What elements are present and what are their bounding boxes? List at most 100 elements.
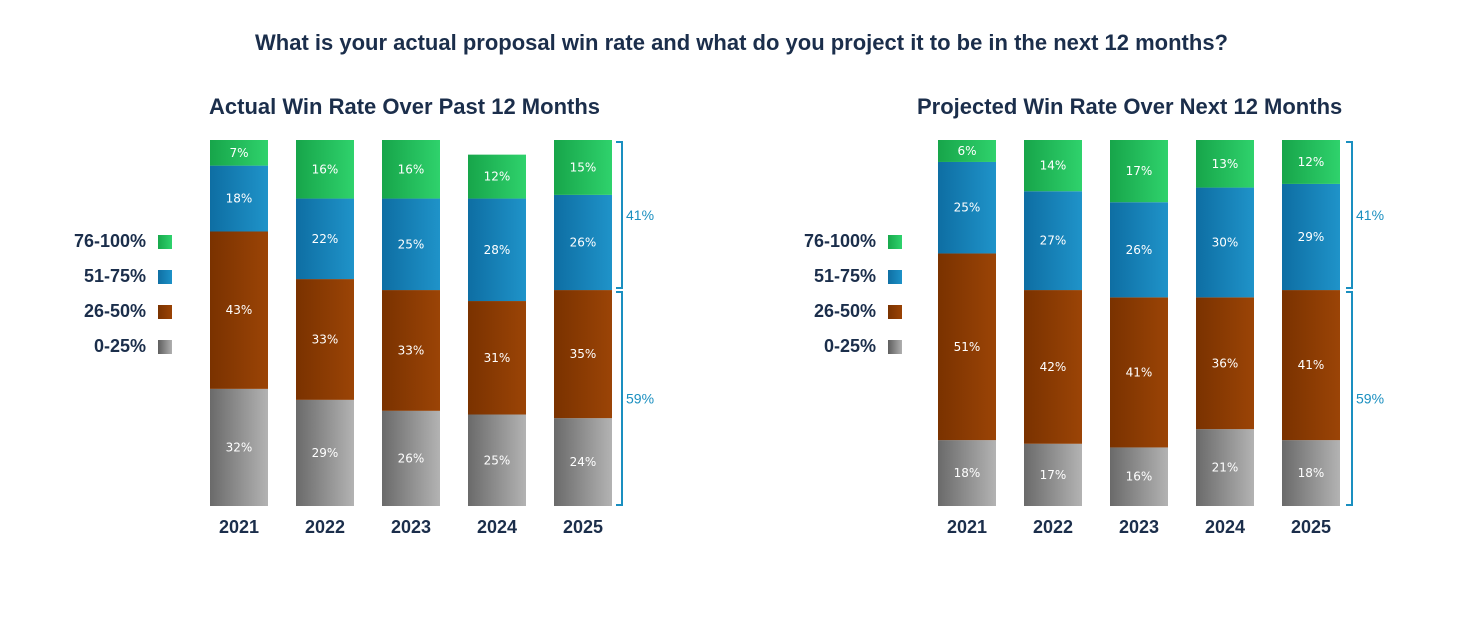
bar-segment-2023-51-75 <box>1110 202 1168 298</box>
x-tick-label: 2022 <box>1033 517 1073 537</box>
bar-segment-2021-0-25 <box>210 388 268 506</box>
bracket-bottom-group-label: 59% <box>1356 391 1384 407</box>
x-tick-label: 2024 <box>1205 517 1245 537</box>
data-label: 36% <box>1212 356 1239 370</box>
bar-segment-2022-0-25 <box>1024 443 1082 506</box>
bar-segment-2024-0-25 <box>1196 429 1254 506</box>
x-tick-label: 2022 <box>305 517 345 537</box>
bracket-bottom-group-label: 59% <box>626 391 654 407</box>
bracket-bottom-group <box>616 291 623 506</box>
bar-segment-2021-76-100 <box>210 140 268 166</box>
data-label: 21% <box>1212 461 1239 475</box>
legend-swatch <box>888 304 902 319</box>
data-label: 29% <box>1298 230 1325 244</box>
bar-segment-2021-0-25 <box>938 440 996 506</box>
data-label: 25% <box>954 201 981 215</box>
legend-item-51-75: 51-75% <box>770 259 902 294</box>
data-label: 17% <box>1126 164 1153 178</box>
data-label: 28% <box>484 243 511 257</box>
bar-segment-2021-76-100 <box>938 140 996 162</box>
bar-segment-2023-0-25 <box>382 410 440 506</box>
legend-label: 0-25% <box>823 336 876 356</box>
data-label: 41% <box>1126 365 1153 379</box>
legend-label: 0-25% <box>93 336 146 356</box>
bar-segment-2025-51-75 <box>554 194 612 291</box>
bar-segment-2021-51-75 <box>210 165 268 232</box>
data-label: 22% <box>312 232 339 246</box>
bracket-top-group <box>1346 141 1353 290</box>
bar-segment-2024-26-50 <box>468 301 526 415</box>
legend-swatch <box>158 339 172 354</box>
bar-segment-2024-51-75 <box>1196 187 1254 298</box>
legend-item-0-25: 0-25% <box>770 329 902 364</box>
data-label: 33% <box>398 343 425 357</box>
bar-segment-2025-26-50 <box>554 290 612 419</box>
bar-segment-2025-26-50 <box>1282 290 1340 441</box>
bar-segment-2022-76-100 <box>1024 140 1082 192</box>
data-label: 31% <box>484 351 511 365</box>
data-label: 17% <box>1040 468 1067 482</box>
legend-label: 26-50% <box>813 301 876 321</box>
data-label: 14% <box>1040 159 1067 173</box>
bar-segment-2025-76-100 <box>1282 140 1340 184</box>
bar-segment-2022-51-75 <box>1024 191 1082 291</box>
data-label: 12% <box>484 170 511 184</box>
bar-segment-2021-26-50 <box>210 231 268 389</box>
data-label: 26% <box>398 451 425 465</box>
legend-swatch <box>888 234 902 249</box>
bar-segment-2024-76-100 <box>1196 140 1254 188</box>
data-label: 32% <box>226 440 253 454</box>
data-label: 13% <box>1212 157 1239 171</box>
legend-label: 76-100% <box>803 231 876 251</box>
bar-segment-2023-76-100 <box>1110 140 1168 203</box>
bar-segment-2022-0-25 <box>296 399 354 506</box>
bar-segment-2021-51-75 <box>938 161 996 254</box>
bar-segment-2025-76-100 <box>554 140 612 195</box>
legend-label: 51-75% <box>83 266 146 286</box>
data-label: 42% <box>1040 360 1067 374</box>
x-tick-label: 2024 <box>477 517 517 537</box>
data-label: 16% <box>398 162 425 176</box>
bar-segment-2024-0-25 <box>468 414 526 506</box>
bracket-top-group <box>616 141 623 290</box>
x-tick-label: 2021 <box>219 517 259 537</box>
bar-segment-2021-26-50 <box>938 253 996 441</box>
data-label: 18% <box>1298 466 1325 480</box>
bar-segment-2023-26-50 <box>382 290 440 411</box>
legend-item-26-50: 26-50% <box>770 294 902 329</box>
bar-segment-2023-26-50 <box>1110 297 1168 448</box>
bar-segment-2024-76-100 <box>468 154 526 199</box>
data-label: 41% <box>1298 358 1325 372</box>
legend-item-51-75: 51-75% <box>40 259 172 294</box>
bar-segment-2022-26-50 <box>296 279 354 400</box>
data-label: 29% <box>312 446 339 460</box>
bracket-top-group-label: 41% <box>1356 207 1384 223</box>
legend-swatch <box>158 304 172 319</box>
data-label: 27% <box>1040 234 1067 248</box>
data-label: 6% <box>957 144 976 158</box>
legend-swatch <box>158 234 172 249</box>
chart-title-projected: Projected Win Rate Over Next 12 Months <box>917 94 1343 119</box>
data-label: 26% <box>570 235 597 249</box>
legend-item-76-100: 76-100% <box>770 224 902 259</box>
legend-item-76-100: 76-100% <box>40 224 172 259</box>
data-label: 16% <box>1126 470 1153 484</box>
x-tick-label: 2025 <box>563 517 603 537</box>
legend-swatch <box>888 339 902 354</box>
bar-segment-2024-51-75 <box>468 198 526 302</box>
chart-title-actual: Actual Win Rate Over Past 12 Months <box>209 94 601 119</box>
bracket-bottom-group <box>1346 291 1353 506</box>
x-tick-label: 2025 <box>1291 517 1331 537</box>
x-tick-label: 2023 <box>1119 517 1159 537</box>
page-title: What is your actual proposal win rate an… <box>255 30 1228 55</box>
bar-segment-2022-26-50 <box>1024 290 1082 444</box>
bar-segment-2022-76-100 <box>296 140 354 199</box>
data-label: 30% <box>1212 235 1239 249</box>
legend-actual: 76-100% 51-75% 26-50% 0-25% <box>40 224 172 364</box>
data-label: 26% <box>1126 243 1153 257</box>
bar-segment-2022-51-75 <box>296 198 354 280</box>
legend-label: 51-75% <box>813 266 876 286</box>
x-tick-label: 2023 <box>391 517 431 537</box>
